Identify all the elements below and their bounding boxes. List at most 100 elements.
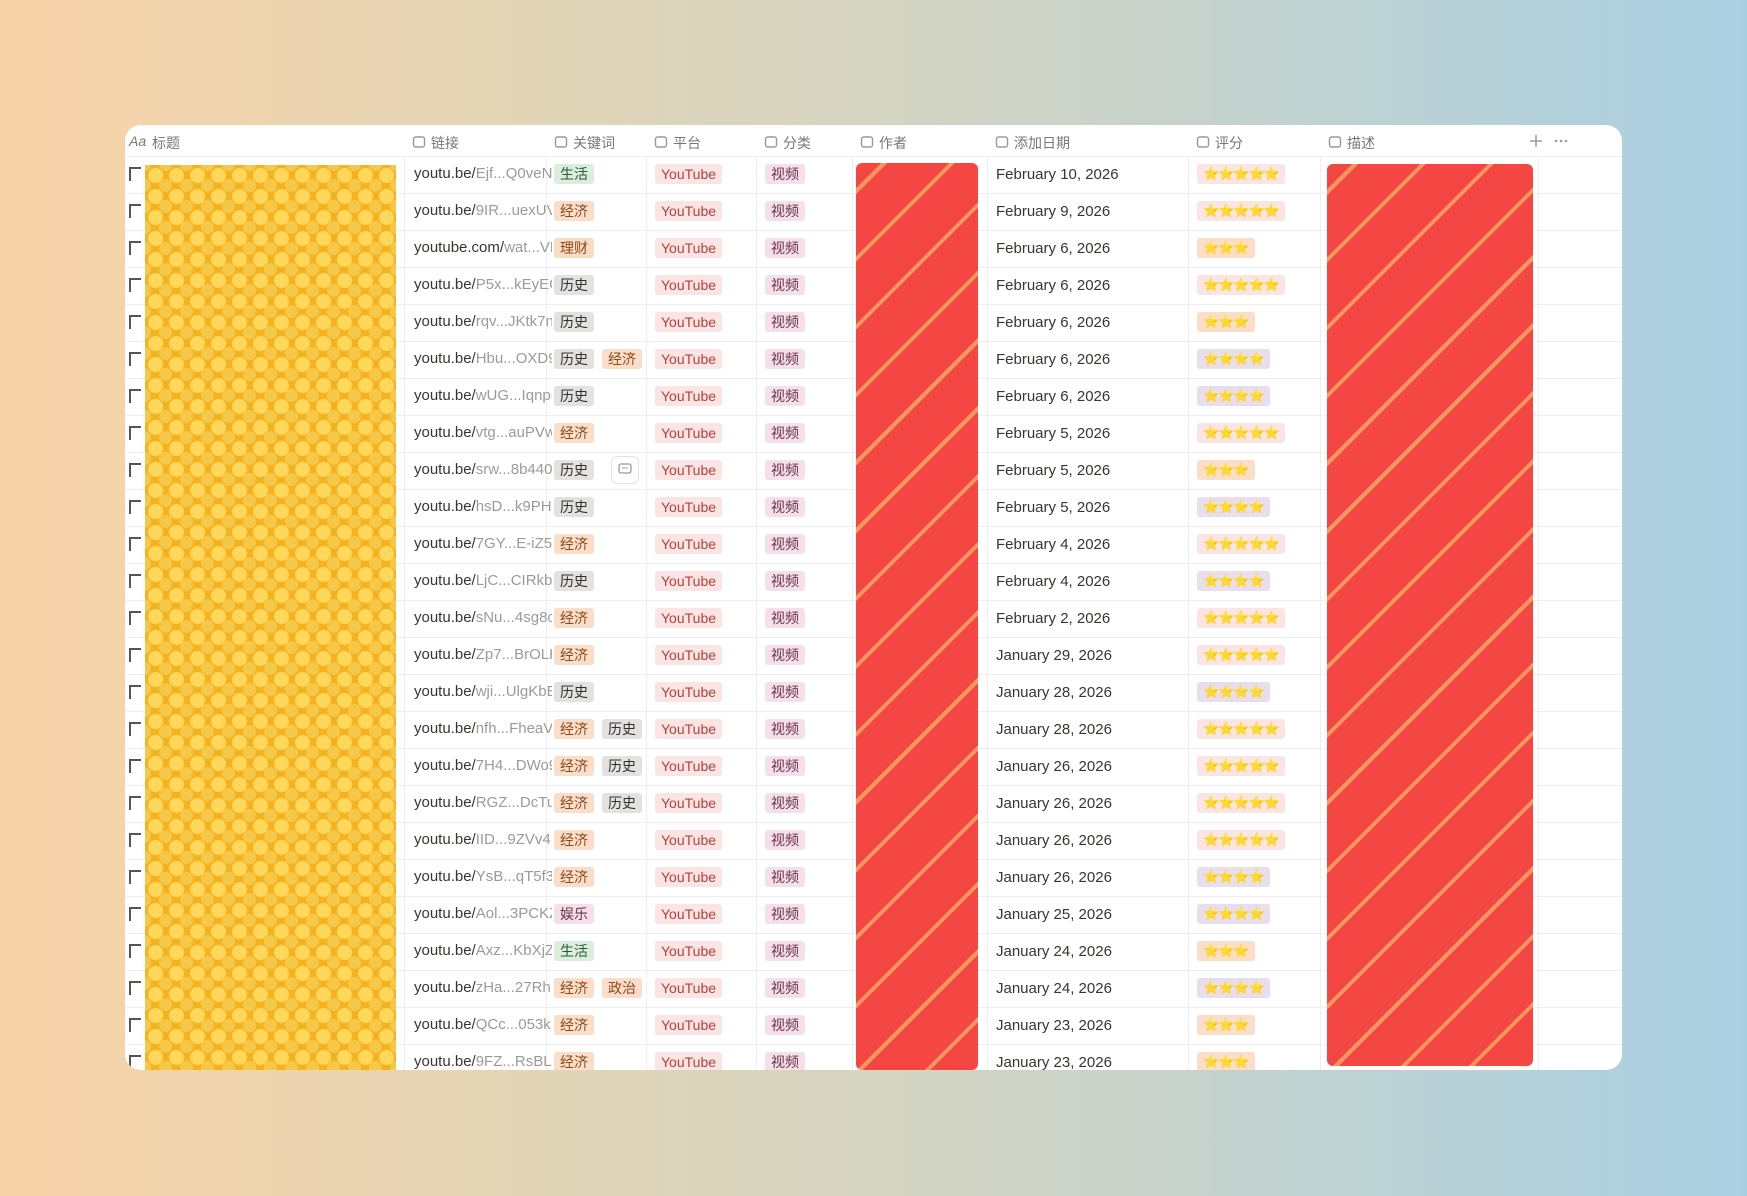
link-cell[interactable]: youtu.be/7GY...E-iZ5 [414, 535, 552, 552]
link-cell[interactable]: youtu.be/Axz...KbXjZ [414, 942, 552, 959]
link-cell[interactable]: youtu.be/vtg...auPVw [414, 424, 552, 441]
date-cell: January 23, 2026 [996, 1017, 1112, 1034]
platform-tag: YouTube [655, 645, 723, 665]
platform-tag: YouTube [655, 164, 723, 184]
link-cell[interactable]: youtu.be/sNu...4sg8o [414, 609, 552, 626]
category-tag: 视频 [765, 1052, 805, 1070]
link-cell[interactable]: youtu.be/9FZ...RsBLC [414, 1053, 552, 1070]
link-cell[interactable]: youtu.be/IID...9ZVv4 [414, 831, 551, 848]
date-cell: January 29, 2026 [996, 647, 1112, 664]
link-cell[interactable]: youtu.be/YsB...qT5f3 [414, 868, 552, 885]
date-cell: February 6, 2026 [996, 351, 1111, 368]
column-header[interactable]: 平台 [673, 135, 701, 151]
keyword-tag: 历史 [554, 460, 594, 480]
column-header[interactable]: 评分 [1215, 135, 1243, 151]
link-cell[interactable]: youtu.be/QCc...053k [414, 1016, 551, 1033]
rating-tag: ⭐⭐⭐ [1197, 1052, 1255, 1070]
link-cell[interactable]: youtu.be/LjC...CIRkbK [414, 572, 552, 589]
link-cell[interactable]: youtu.be/Aol...3PCKZ [414, 905, 552, 922]
rating-tag: ⭐⭐⭐ [1197, 312, 1255, 332]
date-cell: February 2, 2026 [996, 610, 1111, 627]
column-icon [654, 136, 668, 148]
rating-tag: ⭐⭐⭐⭐⭐ [1197, 423, 1285, 443]
row-icon [129, 1018, 141, 1032]
rating-tag: ⭐⭐⭐⭐⭐ [1197, 534, 1285, 554]
row-icon [129, 833, 141, 847]
date-cell: January 26, 2026 [996, 869, 1112, 886]
header-divider [125, 156, 1622, 157]
link-cell[interactable]: youtu.be/wji...UlgKbB [414, 683, 552, 700]
column-header[interactable]: 分类 [783, 135, 811, 151]
keyword-tag: 经济 [554, 756, 594, 776]
date-cell: January 28, 2026 [996, 684, 1112, 701]
platform-tag: YouTube [655, 978, 723, 998]
category-tag: 视频 [765, 719, 805, 739]
column-header[interactable]: 描述 [1347, 135, 1375, 151]
link-cell[interactable]: youtu.be/hsD...k9PHe [414, 498, 552, 515]
rating-tag: ⭐⭐⭐⭐⭐ [1197, 275, 1285, 295]
rating-tag: ⭐⭐⭐⭐ [1197, 682, 1270, 702]
row-icon [129, 944, 141, 958]
platform-tag: YouTube [655, 793, 723, 813]
link-cell[interactable]: youtu.be/Ejf...Q0veN9 [414, 165, 552, 182]
date-cell: February 6, 2026 [996, 277, 1111, 294]
category-tag: 视频 [765, 460, 805, 480]
link-cell[interactable]: youtu.be/wUG...Iqnp( [414, 387, 552, 404]
column-header[interactable]: 标题 [152, 135, 180, 151]
platform-tag: YouTube [655, 682, 723, 702]
column-divider [646, 156, 647, 1070]
keyword-tag: 历史 [554, 349, 594, 369]
link-cell[interactable]: youtu.be/srw...8b440 [414, 461, 552, 478]
platform-tag: YouTube [655, 608, 723, 628]
rating-tag: ⭐⭐⭐⭐⭐ [1197, 645, 1285, 665]
rating-tag: ⭐⭐⭐⭐ [1197, 497, 1270, 517]
date-cell: February 4, 2026 [996, 573, 1111, 590]
category-tag: 视频 [765, 423, 805, 443]
link-cell[interactable]: youtu.be/Zp7...BrOLH [414, 646, 552, 663]
keyword-tag: 生活 [554, 164, 594, 184]
row-icon [129, 685, 141, 699]
add-column-button[interactable] [1529, 134, 1543, 148]
link-cell[interactable]: youtu.be/rqv...JKtk7n [414, 313, 552, 330]
rating-tag: ⭐⭐⭐⭐⭐ [1197, 793, 1285, 813]
link-cell[interactable]: youtu.be/7H4...DWo9 [414, 757, 552, 774]
column-header[interactable]: 关键词 [573, 135, 615, 151]
platform-tag: YouTube [655, 349, 723, 369]
platform-tag: YouTube [655, 719, 723, 739]
rating-tag: ⭐⭐⭐⭐⭐ [1197, 830, 1285, 850]
category-tag: 视频 [765, 978, 805, 998]
row-icon [129, 759, 141, 773]
category-tag: 视频 [765, 941, 805, 961]
rating-tag: ⭐⭐⭐⭐ [1197, 349, 1270, 369]
date-cell: January 26, 2026 [996, 758, 1112, 775]
date-cell: January 26, 2026 [996, 795, 1112, 812]
title-icon: Aa [129, 133, 147, 149]
row-icon [129, 352, 141, 366]
platform-tag: YouTube [655, 1052, 723, 1070]
link-cell[interactable]: youtu.be/RGZ...DcTus [414, 794, 552, 811]
column-divider [987, 156, 988, 1070]
rating-tag: ⭐⭐⭐ [1197, 1015, 1255, 1035]
column-header[interactable]: 链接 [431, 135, 459, 151]
date-cell: February 5, 2026 [996, 425, 1111, 442]
column-header[interactable]: 添加日期 [1014, 135, 1070, 151]
more-button[interactable] [1553, 134, 1569, 148]
link-cell[interactable]: youtu.be/9IR...uexUVi [414, 202, 552, 219]
column-divider [546, 156, 547, 1070]
link-cell[interactable]: youtu.be/P5x...kEyEG [414, 276, 552, 293]
link-cell[interactable]: youtu.be/zHa...27RhF [414, 979, 552, 996]
link-cell[interactable]: youtube.com/wat...VM [414, 239, 552, 256]
platform-tag: YouTube [655, 571, 723, 591]
link-cell[interactable]: youtu.be/nfh...FheaV [414, 720, 552, 737]
category-tag: 视频 [765, 238, 805, 258]
date-cell: February 9, 2026 [996, 203, 1111, 220]
column-header[interactable]: 作者 [879, 135, 907, 151]
platform-tag: YouTube [655, 497, 723, 517]
category-tag: 视频 [765, 867, 805, 887]
row-icon [129, 907, 141, 921]
link-cell[interactable]: youtu.be/Hbu...OXD9 [414, 350, 552, 367]
row-icon [129, 870, 141, 884]
date-cell: February 5, 2026 [996, 462, 1111, 479]
keyword-tag: 历史 [554, 682, 594, 702]
comment-button[interactable] [611, 456, 639, 484]
